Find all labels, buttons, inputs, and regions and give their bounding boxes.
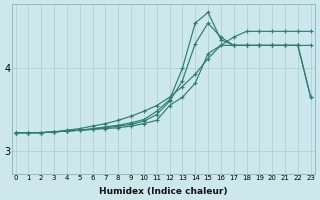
X-axis label: Humidex (Indice chaleur): Humidex (Indice chaleur) [99, 187, 228, 196]
